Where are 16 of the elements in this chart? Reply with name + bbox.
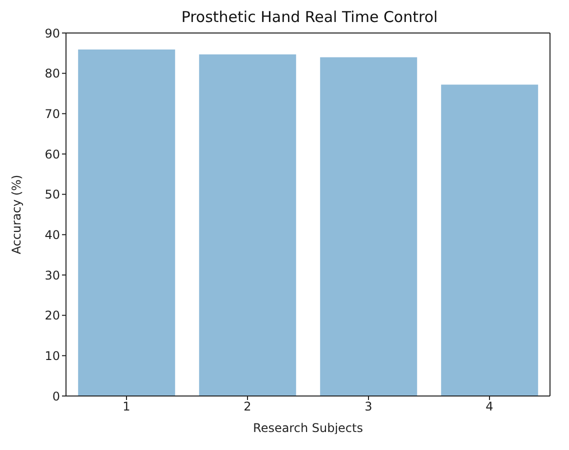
y-tick-label: 80 bbox=[44, 66, 60, 81]
y-tick-label: 0 bbox=[52, 389, 60, 404]
y-tick-label: 50 bbox=[44, 188, 60, 202]
y-tick-label: 90 bbox=[44, 26, 60, 40]
x-tick-label: 3 bbox=[364, 400, 372, 414]
x-tick-label: 1 bbox=[122, 400, 130, 414]
y-tick-label: 70 bbox=[44, 106, 60, 121]
chart-title: Prosthetic Hand Real Time Control bbox=[180, 8, 439, 26]
x-tick-label: 2 bbox=[244, 400, 252, 414]
y-tick-label: 20 bbox=[44, 308, 60, 323]
y-tick-label: 10 bbox=[44, 348, 60, 363]
y-tick-label: 40 bbox=[44, 228, 60, 242]
y-tick-label: 60 bbox=[44, 147, 60, 162]
y-axis-title: Accuracy (%) bbox=[9, 174, 24, 254]
y-tick-label: 30 bbox=[44, 268, 60, 282]
x-tick-label: 4 bbox=[486, 400, 494, 414]
